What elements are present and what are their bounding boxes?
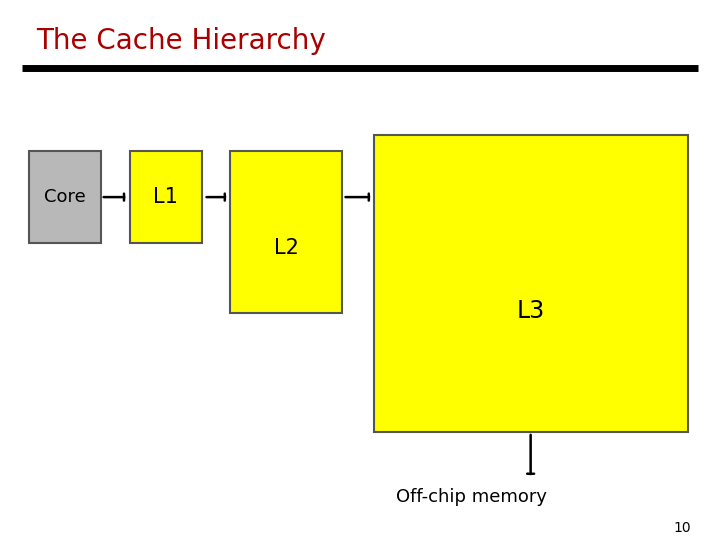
- Bar: [230, 151, 342, 313]
- Text: L3: L3: [517, 299, 545, 322]
- Bar: [374, 135, 688, 432]
- Text: L1: L1: [153, 187, 178, 207]
- Text: 10: 10: [674, 521, 691, 535]
- Bar: [29, 151, 101, 243]
- Bar: [130, 151, 202, 243]
- Text: The Cache Hierarchy: The Cache Hierarchy: [36, 27, 325, 55]
- Text: Off-chip memory: Off-chip memory: [396, 488, 547, 506]
- Text: L2: L2: [274, 238, 299, 259]
- Text: Core: Core: [44, 188, 86, 206]
